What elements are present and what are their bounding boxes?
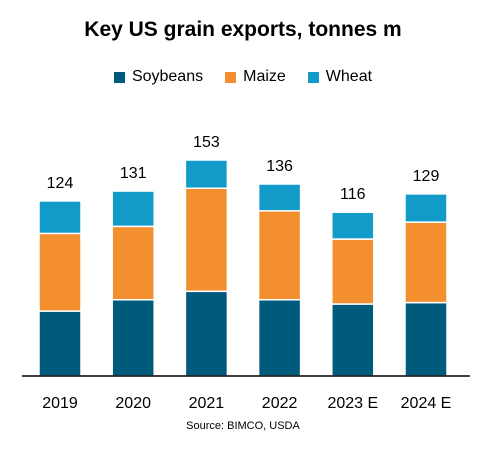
bar-maize-2024-e: [404, 221, 448, 304]
bar-soybeans-2021: [184, 290, 229, 377]
legend-label-soybeans: Soybeans: [131, 68, 204, 85]
total-label-2023-e: 116: [340, 186, 366, 203]
legend-swatch-maize: [225, 71, 237, 83]
bar-soybeans-2022: [257, 299, 302, 377]
total-label-2024-e: 129: [413, 168, 440, 185]
bar-maize-2022: [257, 210, 302, 301]
bar-maize-2021: [184, 187, 229, 293]
legend-item-wheat: Wheat: [307, 68, 373, 86]
x-tick-label-2024-e: 2024 E: [401, 395, 452, 412]
x-tick-label-2019: 2019: [42, 395, 78, 412]
total-label-2022: 136: [266, 158, 293, 175]
x-tick-label-2020: 2020: [115, 395, 151, 412]
bar-wheat-2020: [111, 190, 155, 228]
bar-maize-2019: [38, 232, 82, 312]
bar-wheat-2019: [38, 200, 82, 235]
bar-wheat-2024-e: [404, 193, 448, 223]
total-label-2020: 131: [120, 165, 147, 182]
legend-label-wheat: Wheat: [325, 68, 373, 85]
legend-label-maize: Maize: [243, 68, 286, 85]
legend-item-maize: Maize: [225, 68, 286, 86]
legend: Soybeans Maize Wheat: [0, 68, 486, 86]
bar-soybeans-2024-e: [404, 301, 448, 377]
bar-maize-2023-e: [331, 238, 375, 305]
bar-soybeans-2019: [38, 310, 82, 377]
total-label-2019: 124: [47, 175, 74, 192]
legend-swatch-wheat: [307, 71, 319, 83]
x-tick-label-2022: 2022: [262, 395, 298, 412]
x-tick-label-2023-e: 2023 E: [327, 395, 378, 412]
source-note: Source: BIMCO, USDA: [186, 420, 300, 432]
total-label-2021: 153: [193, 134, 220, 151]
x-tick-label-2021: 2021: [189, 395, 225, 412]
bar-wheat-2021: [184, 159, 229, 189]
bar-soybeans-2020: [111, 299, 155, 377]
bar-wheat-2023-e: [331, 211, 375, 240]
legend-item-soybeans: Soybeans: [113, 68, 204, 86]
bar-wheat-2022: [257, 183, 302, 212]
legend-swatch-soybeans: [113, 71, 125, 83]
chart-title: Key US grain exports, tonnes m: [84, 18, 402, 41]
bar-maize-2020: [111, 225, 155, 301]
bar-soybeans-2023-e: [331, 303, 375, 377]
